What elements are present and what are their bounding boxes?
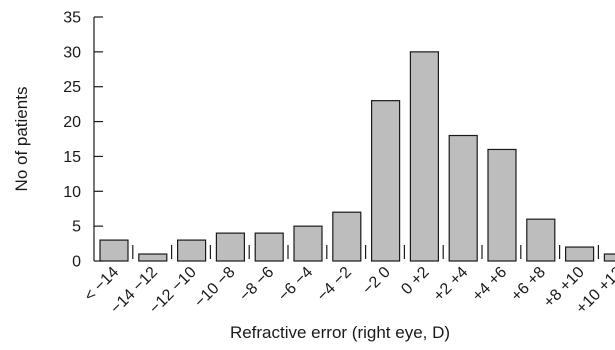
bar xyxy=(99,239,129,262)
bar xyxy=(371,100,401,262)
x-tick-label: 0 +2 xyxy=(398,264,432,298)
bar xyxy=(603,253,615,262)
y-axis-title: No of patients xyxy=(12,87,31,192)
bar xyxy=(177,239,207,262)
x-tick-label: −8 −6 xyxy=(236,264,277,305)
bar xyxy=(293,225,323,262)
x-tick-label: −6 −4 xyxy=(275,264,316,305)
y-tick-label: 20 xyxy=(63,114,81,131)
bar xyxy=(215,232,245,262)
bar xyxy=(254,232,284,262)
y-tick-label: 30 xyxy=(63,44,81,61)
bar xyxy=(487,148,517,262)
x-tick-label: −2 0 xyxy=(359,264,393,298)
x-tick-label: −10 −8 xyxy=(191,264,238,311)
y-tick-label: 35 xyxy=(63,10,81,27)
y-ticks-layer: 0 5 10 15 20 25 30 35 xyxy=(63,10,103,271)
x-axis-title: Refractive error (right eye, D) xyxy=(230,323,450,342)
y-tick-label: 15 xyxy=(63,149,81,166)
y-tick-label: 25 xyxy=(63,79,81,96)
bar xyxy=(526,218,556,262)
bar xyxy=(332,211,362,262)
bar xyxy=(564,246,595,262)
x-tick-label: +4 +6 xyxy=(469,264,510,305)
y-tick-label: 0 xyxy=(72,254,81,271)
x-tick-label: +2 +4 xyxy=(430,264,471,305)
bar xyxy=(409,51,439,262)
bar xyxy=(448,134,478,262)
x-tick-label: −4 −2 xyxy=(314,264,355,305)
y-tick-label: 10 xyxy=(63,184,81,201)
bar xyxy=(138,253,168,262)
bars-layer xyxy=(99,51,615,262)
y-tick-label: 5 xyxy=(72,219,81,236)
